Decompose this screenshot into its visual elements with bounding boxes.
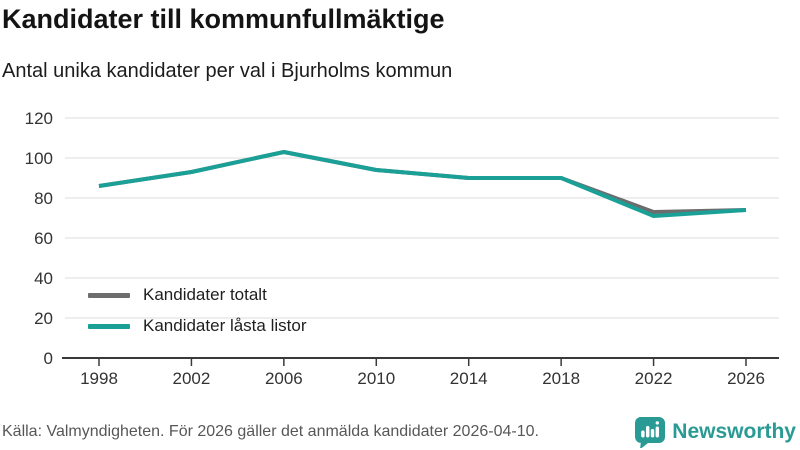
x-tick-label: 2010 [357, 369, 395, 388]
chart-subtitle: Antal unika kandidater per val i Bjurhol… [2, 60, 453, 82]
y-tick-label: 0 [44, 349, 53, 368]
x-tick-label: 2018 [542, 369, 580, 388]
x-tick-label: 2002 [173, 369, 211, 388]
y-tick-label: 60 [34, 229, 53, 248]
chart-title: Kandidater till kommunfullmäktige [2, 4, 445, 34]
legend-label-totalt: Kandidater totalt [143, 285, 267, 304]
x-tick-label: 1998 [80, 369, 118, 388]
line-chart: 0 20 40 60 80 100 120 1998 2002 2006 2010 2014 2018 2… [0, 100, 800, 400]
y-tick-label: 120 [25, 109, 53, 128]
legend-swatch-totalt [88, 292, 130, 298]
chart-svg: 0 20 40 60 80 100 120 1998 2002 2006 2010 2014 2018 2… [25, 109, 779, 388]
chart-legend: Kandidater totalt Kandidater låsta listo… [88, 283, 306, 338]
newsworthy-brand-name: Newsworthy [672, 420, 796, 443]
y-tick-label: 40 [34, 269, 53, 288]
chart-footer: Källa: Valmyndigheten. För 2026 gäller d… [0, 414, 800, 450]
newsworthy-logo-icon [635, 416, 666, 448]
y-tick-label: 100 [25, 149, 53, 168]
y-tick-label: 80 [34, 189, 53, 208]
source-text: Källa: Valmyndigheten. För 2026 gäller d… [2, 423, 539, 440]
x-tick-label: 2014 [450, 369, 488, 388]
series-line-1 [98, 150, 747, 218]
legend-label-lasta-listor: Kandidater låsta listor [143, 316, 307, 335]
y-tick-label: 20 [34, 309, 53, 328]
legend-item-totalt: Kandidater totalt [88, 283, 306, 307]
series-line-0 [98, 150, 747, 214]
legend-item-lasta-listor: Kandidater låsta listor [88, 314, 306, 338]
newsworthy-brand: Newsworthy [635, 416, 796, 448]
x-tick-label: 2006 [265, 369, 303, 388]
legend-swatch-lasta-listor [88, 323, 130, 329]
x-tick-label: 2026 [727, 369, 765, 388]
x-tick-label: 2022 [635, 369, 673, 388]
